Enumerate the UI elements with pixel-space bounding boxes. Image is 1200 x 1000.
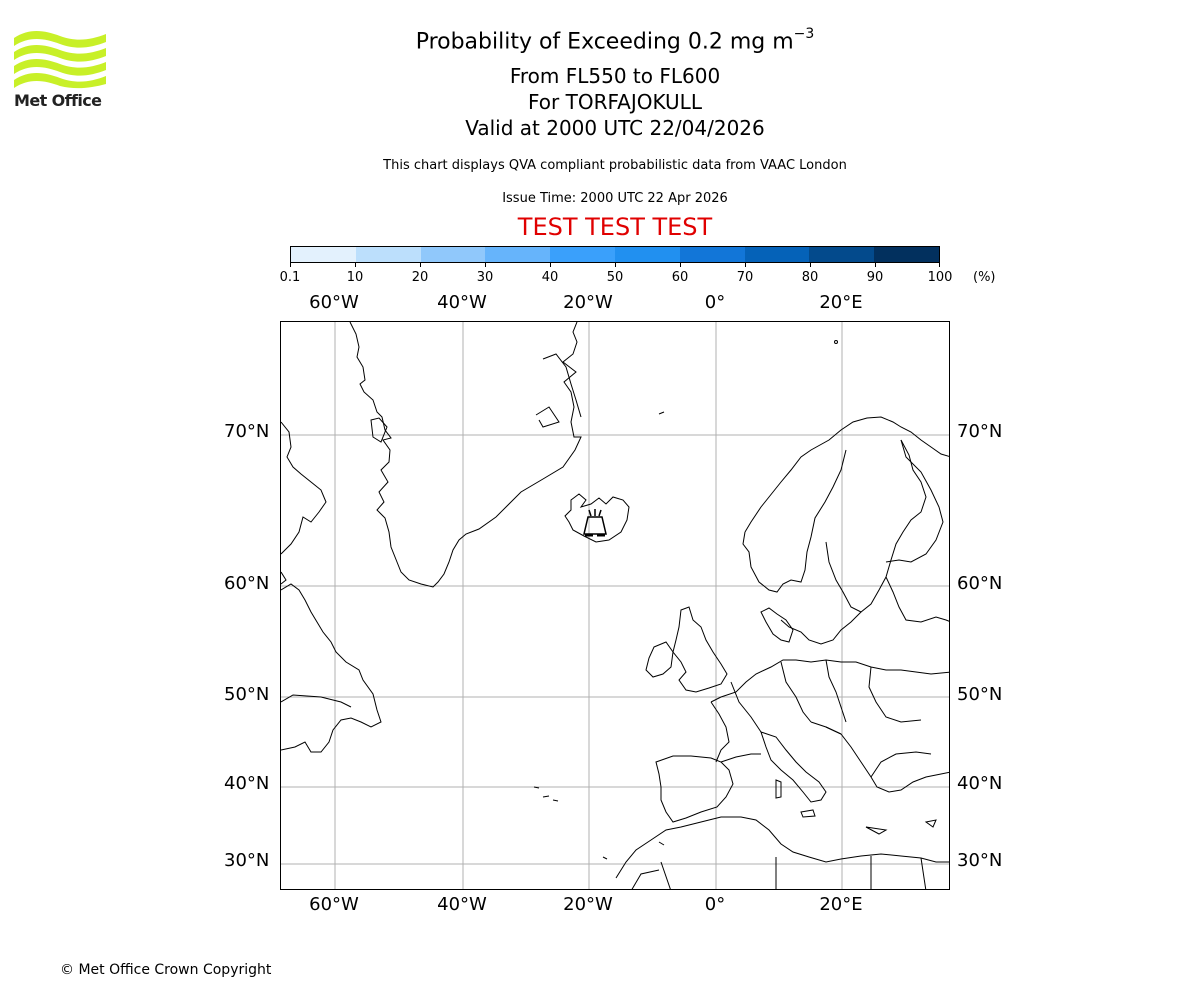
lat-label-left: 60°N [224,573,270,594]
colorbar-tick [745,263,746,267]
colorbar [290,246,940,263]
lat-label-left: 70°N [224,421,270,442]
colorbar-tick-label: 80 [801,270,819,285]
colorbar-bin-4 [550,247,615,262]
colorbar-tick [680,263,681,267]
volcano-name: For TORFAJOKULL [528,90,702,114]
colorbar-tick-label: 30 [476,270,494,285]
greenland-coast [349,322,582,588]
colorbar-tick-label: 50 [606,270,624,285]
valid-time: Valid at 2000 UTC 22/04/2026 [465,116,765,140]
colorbar-tick-label: 70 [736,270,754,285]
lat-label-right: 40°N [957,773,1003,794]
lat-label-right: 70°N [957,421,1003,442]
lat-label-right: 30°N [957,850,1003,871]
lon-label-top: 20°E [819,292,863,313]
flight-level-range: From FL550 to FL600 [509,64,721,88]
chart-title: Probability of Exceeding 0.2 mg m−3 [415,26,815,55]
lat-label-right: 60°N [957,573,1003,594]
colorbar-tick [939,263,940,267]
colorbar-bin-6 [679,247,745,262]
colorbar-tick [810,263,811,267]
coastlines [281,322,949,889]
lon-label-bottom: 40°W [437,894,487,915]
colorbar-tick-label: 90 [866,270,884,285]
colorbar-bin-1 [355,247,421,262]
map-panel[interactable] [280,321,950,890]
lon-label-top: 60°W [309,292,359,313]
copyright-notice: © Met Office Crown Copyright [60,962,272,978]
colorbar-bin-3 [485,247,551,262]
lat-label-left: 50°N [224,684,270,705]
iceland-coast [564,493,630,543]
europe-coast [710,659,949,703]
colorbar-tick-label: 60 [671,270,689,285]
colorbar-tick-label: 20 [411,270,429,285]
colorbar-unit: (%) [973,270,996,285]
colorbar-bin-5 [614,247,680,262]
gridlines [281,322,949,889]
met-office-logo [14,30,106,112]
lon-label-top: 40°W [437,292,487,313]
lat-label-right: 50°N [957,684,1003,705]
canada-coast [281,421,327,555]
colorbar-bin-7 [744,247,810,262]
colorbar-tick-label: 0.1 [279,270,301,285]
issue-time: Issue Time: 2000 UTC 22 Apr 2026 [502,191,728,206]
colorbar-bin-2 [420,247,486,262]
colorbar-tick [290,263,291,267]
lon-label-bottom: 20°E [819,894,863,915]
colorbar-tick [550,263,551,267]
lon-label-bottom: 0° [704,894,726,915]
colorbar-bin-8 [809,247,875,262]
north-africa-coast [615,816,949,879]
lon-label-top: 0° [704,292,726,313]
uk-coast [672,606,728,693]
italy-coast [760,731,827,803]
colorbar-tick [875,263,876,267]
met-office-waves-icon [14,31,106,89]
colorbar-bin-9 [874,247,939,262]
colorbar-tick-label: 100 [927,270,953,285]
lon-label-top: 20°W [563,292,613,313]
test-banner: TEST TEST TEST [517,213,713,241]
volcano-icon [583,509,607,537]
chart-description: This chart displays QVA compliant probab… [383,158,847,173]
scandinavia-coast [744,416,949,533]
colorbar-tick [615,263,616,267]
lon-label-bottom: 20°W [563,894,613,915]
colorbar-tick-label: 10 [346,270,364,285]
colorbar-tick [420,263,421,267]
lat-label-left: 40°N [224,773,270,794]
iberia-coast [655,755,734,823]
ireland-coast [645,641,674,678]
colorbar-bin-0 [291,247,356,262]
lat-label-left: 30°N [224,850,270,871]
colorbar-tick-label: 40 [541,270,559,285]
lon-label-bottom: 60°W [309,894,359,915]
map-canvas [281,322,949,889]
colorbar-tick [485,263,486,267]
colorbar-tick [355,263,356,267]
met-office-logo-text: Met Office [14,91,102,110]
